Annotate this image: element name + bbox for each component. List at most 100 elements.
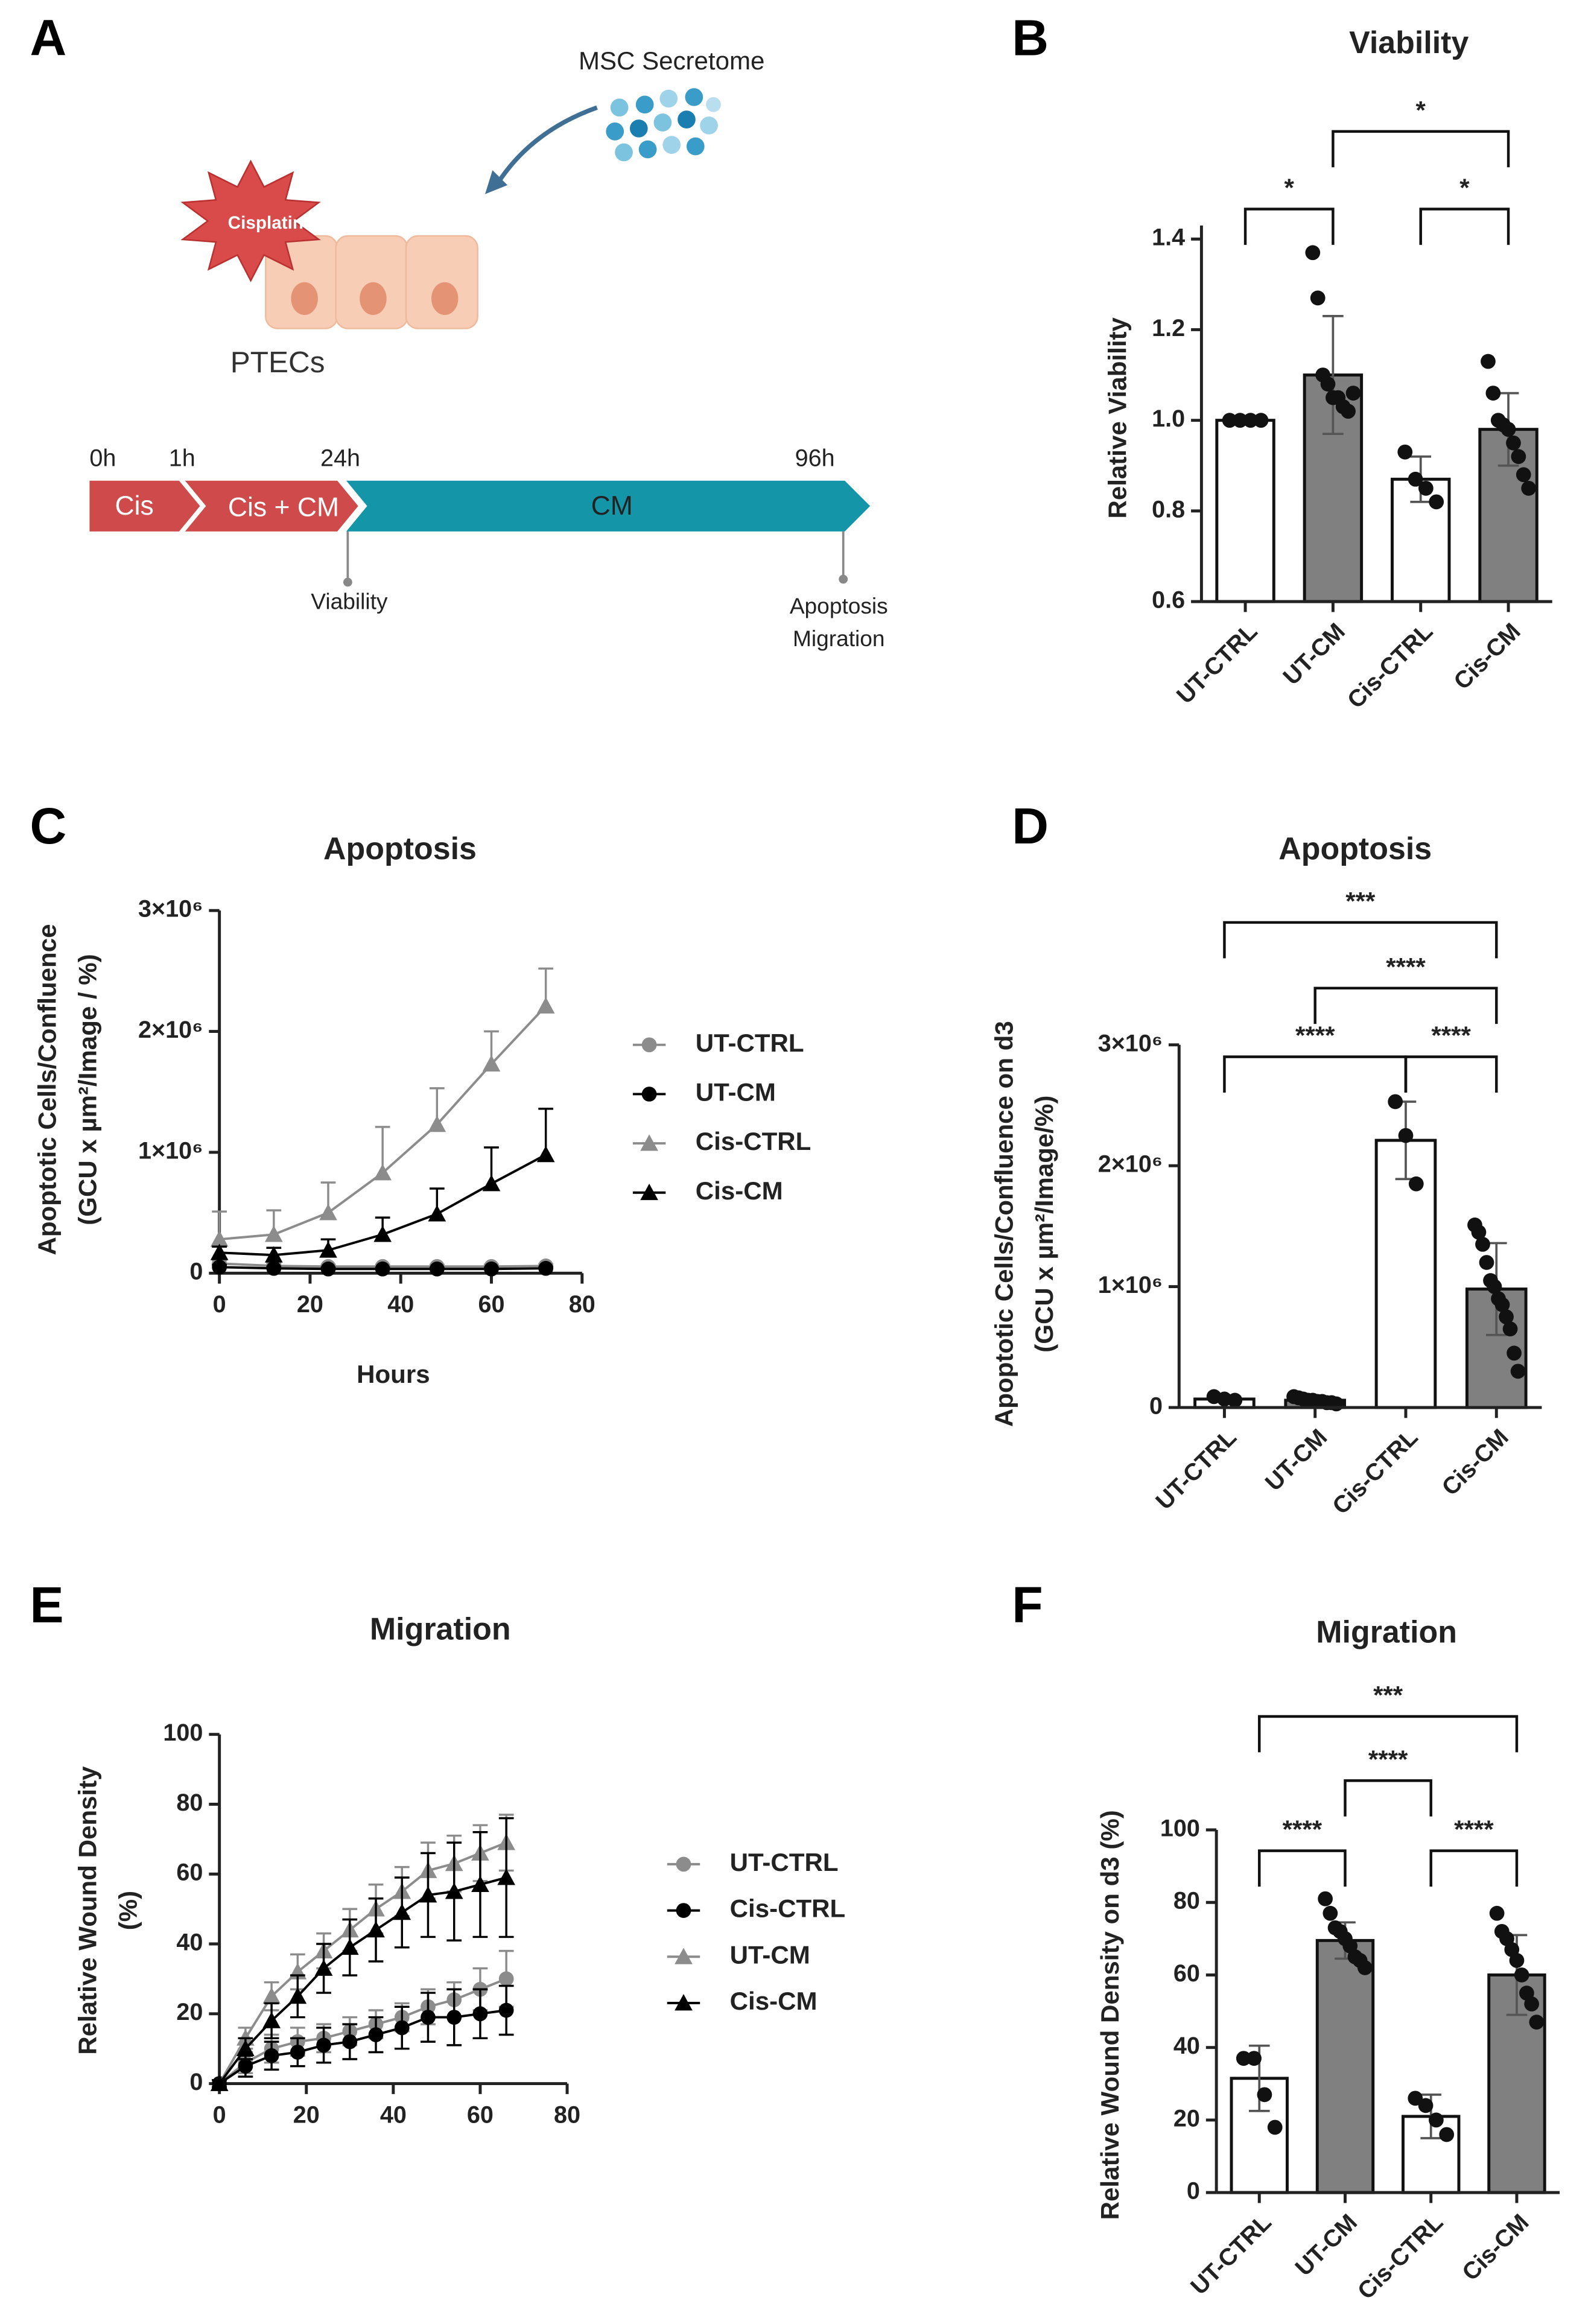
data-point [1507, 1345, 1522, 1361]
data-point [1499, 1309, 1514, 1325]
data-point [1418, 480, 1434, 496]
x-axis-label: Hours [357, 1360, 430, 1388]
arrow [494, 105, 598, 188]
data-point [394, 2020, 410, 2036]
significance-label: *** [1345, 887, 1376, 915]
data-point [320, 1261, 336, 1277]
readout-label: Viability [311, 588, 388, 614]
data-point [1475, 1237, 1490, 1252]
data-point [1516, 467, 1531, 483]
secretome-dots [606, 88, 721, 162]
significance-label: **** [1368, 1745, 1408, 1773]
x-tick-label: 60 [478, 1291, 504, 1318]
pin-head [839, 574, 848, 584]
chart-title: Apoptosis [323, 831, 477, 866]
data-point [1429, 2112, 1444, 2128]
y-tick-label: 0 [1187, 2178, 1200, 2205]
data-point [1509, 1953, 1525, 1968]
significance-bracket [1243, 208, 1335, 245]
legend-label: Cis-CTRL [696, 1127, 811, 1155]
significance-bracket [1258, 1715, 1519, 1753]
readout-label: Migration [793, 626, 885, 651]
drug-label: Cisplatin [228, 213, 303, 233]
data-point [1243, 413, 1259, 428]
legend-label: UT-CM [730, 1940, 810, 1969]
data-point [538, 1260, 554, 1276]
data-point [421, 2010, 436, 2025]
data-point [536, 1146, 555, 1163]
data-point [1357, 1960, 1373, 1975]
x-tick-label: 0 [213, 2101, 226, 2128]
data-point [497, 1868, 516, 1885]
data-point [1233, 413, 1248, 428]
data-point [340, 1938, 359, 1955]
y-tick-label: 100 [163, 1719, 203, 1746]
data-point [498, 1971, 514, 1987]
significance-bracket [1313, 986, 1498, 1024]
y-tick-label: 40 [176, 1929, 203, 1955]
legend-marker [640, 1134, 658, 1151]
data-point [1323, 1905, 1338, 1921]
data-point [237, 2039, 255, 2057]
bar [1215, 419, 1275, 603]
data-point [238, 2059, 253, 2074]
data-point [319, 1204, 337, 1221]
data-point [482, 1175, 501, 1192]
data-point [536, 997, 555, 1014]
x-tick-label: 40 [380, 2101, 407, 2128]
y-axis-label: Relative Wound Density [74, 1766, 102, 2055]
data-point [1471, 1225, 1487, 1240]
data-point [1397, 444, 1413, 460]
data-point [1524, 1996, 1540, 2011]
significance-label: **** [1386, 953, 1426, 981]
panel-label: D [1012, 798, 1049, 854]
data-point [288, 1987, 307, 2004]
data-point [1310, 290, 1326, 306]
y-tick-label: 3×10⁶ [138, 896, 203, 922]
x-tick-label: 80 [569, 1291, 595, 1318]
significance-bracket [1223, 921, 1498, 959]
data-point [446, 2010, 462, 2025]
significance-label: *** [1373, 1681, 1403, 1709]
data-point [484, 1261, 499, 1277]
data-point [1222, 413, 1237, 428]
x-tick-label: 20 [293, 2101, 320, 2128]
data-point [262, 1987, 281, 2004]
data-point [419, 1886, 437, 1903]
significance-bracket [1429, 1849, 1519, 1887]
significance-label: * [1416, 96, 1426, 124]
y-tick-label: 0 [189, 1259, 203, 1285]
data-point [373, 1164, 392, 1181]
legend-marker [641, 1087, 657, 1102]
cells-label: PTECs [230, 346, 325, 379]
significance-label: * [1284, 173, 1295, 202]
legend-marker [676, 1856, 691, 1872]
data-point [1398, 1128, 1414, 1143]
data-point [342, 2034, 358, 2049]
significance-bracket [1419, 208, 1510, 245]
data-point [264, 2048, 279, 2063]
data-point [210, 2074, 229, 2091]
data-point [368, 2027, 384, 2042]
secretome-label: MSC Secretome [579, 46, 764, 75]
data-point [314, 1959, 333, 1976]
legend-marker [675, 1948, 693, 1964]
data-point [1521, 480, 1537, 496]
legend-marker [675, 1994, 693, 2011]
time-label: 24h [320, 445, 360, 472]
data-point [290, 2045, 305, 2060]
schematic: MSC Secretome Cisplatin PTECs 0h 1h 24h … [89, 46, 888, 651]
phase-label: Cis [115, 491, 153, 521]
y-tick-label: 20 [1173, 2105, 1200, 2132]
significance-label: **** [1454, 1815, 1494, 1844]
time-label: 0h [89, 445, 116, 472]
y-tick-label: 2×10⁶ [138, 1017, 203, 1043]
legend-marker [640, 1183, 658, 1201]
data-point [1267, 2119, 1283, 2135]
y-tick-label: 0.8 [1152, 496, 1185, 522]
y-axis-label: Relative Viability [1103, 317, 1131, 518]
data-point [375, 1261, 390, 1277]
y-axis-label: Apoptotic Cells/Confluence [33, 924, 62, 1256]
data-point [266, 1260, 282, 1276]
